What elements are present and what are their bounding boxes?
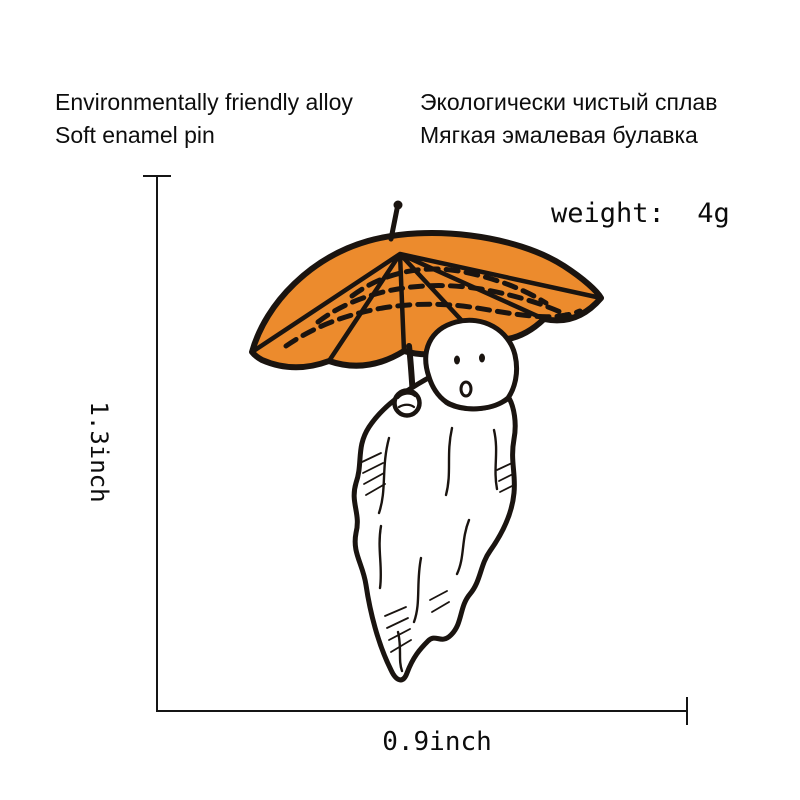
tagline-russian-line2: Мягкая эмалевая булавка — [420, 122, 698, 148]
tagline-english: Environmentally friendly alloy Soft enam… — [55, 86, 353, 152]
umbrella-ribs — [249, 251, 604, 364]
width-dimension-line — [156, 710, 688, 712]
ghost-hand-fingers — [396, 392, 417, 409]
width-dimension-end-tick — [686, 697, 688, 725]
tagline-russian-line1: Экологически чистый сплав — [420, 89, 718, 115]
ghost — [351, 317, 520, 683]
ghost-fold-lines — [377, 426, 499, 673]
ghost-mouth — [459, 380, 473, 398]
umbrella — [249, 200, 604, 400]
umbrella-spike — [388, 206, 400, 242]
ghost-eye-right — [479, 353, 485, 363]
ghost-body — [351, 373, 518, 683]
umbrella-finial — [393, 200, 403, 210]
umbrella-stripe-pattern — [283, 266, 583, 349]
tagline-russian: Экологически чистый сплав Мягкая эмалева… — [420, 86, 717, 152]
ghost-head — [423, 317, 520, 412]
ghost-hatching — [361, 452, 515, 653]
ghost-eye-left — [454, 355, 460, 365]
width-dimension-label: 0.9inch — [382, 727, 492, 757]
weight-label: weight: 4g — [551, 198, 730, 229]
height-dimension-top-tick — [143, 175, 171, 177]
tagline-english-line2: Soft enamel pin — [55, 122, 215, 148]
height-dimension-line — [156, 176, 158, 712]
tagline-english-line1: Environmentally friendly alloy — [55, 89, 353, 115]
